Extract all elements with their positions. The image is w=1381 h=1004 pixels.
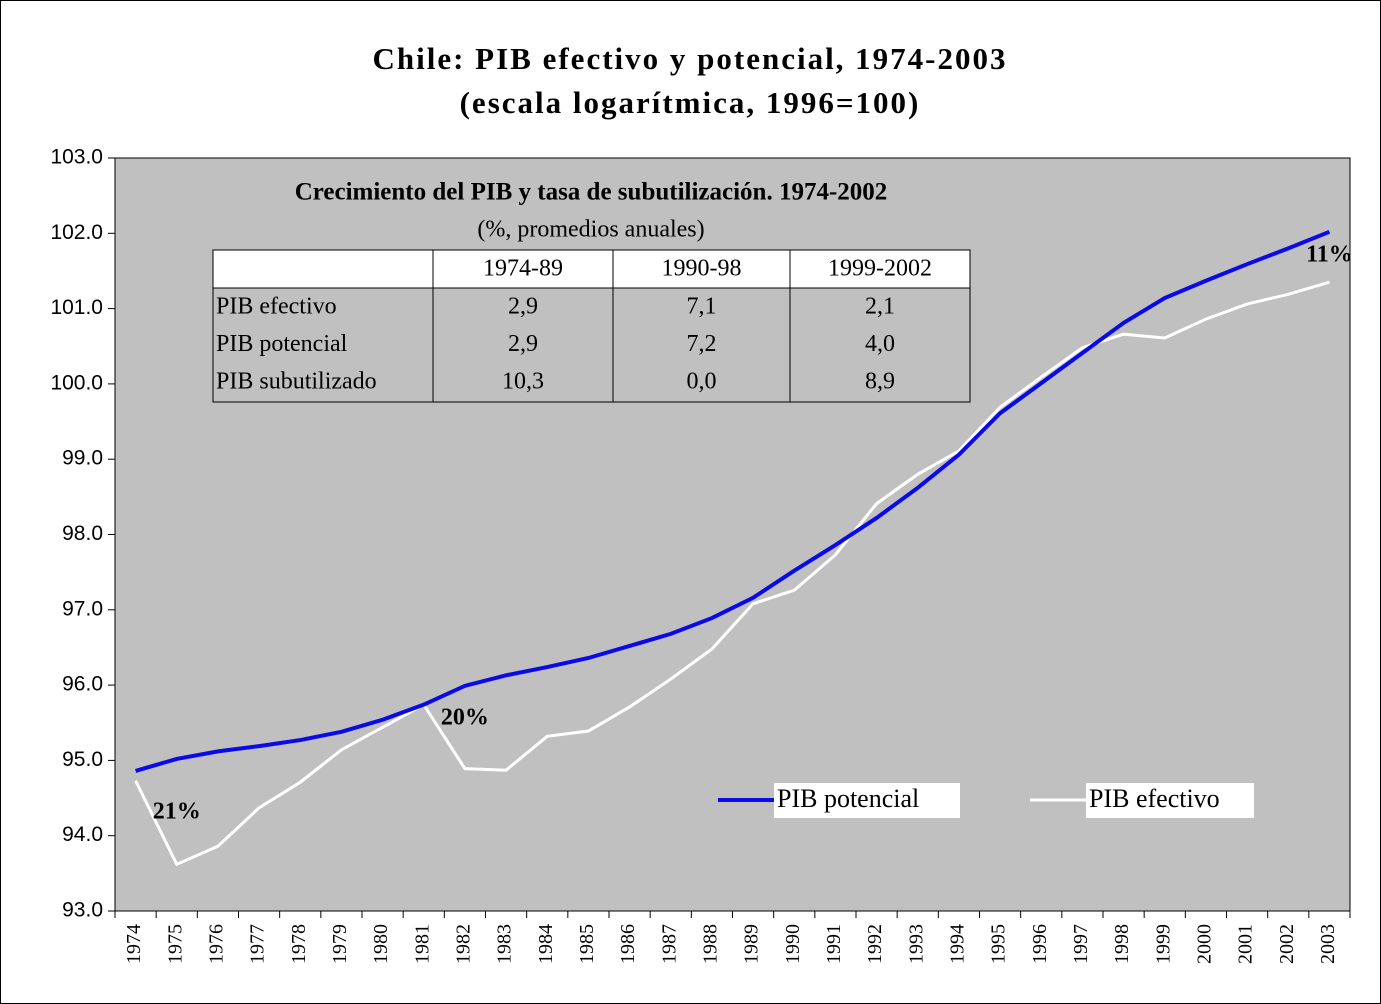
x-tick-label: 1982 <box>453 924 475 964</box>
table-cell: 7,2 <box>687 331 717 357</box>
table-header <box>212 249 971 289</box>
x-tick-label: 1986 <box>617 924 639 964</box>
y-tick-label: 101.0 <box>50 296 103 319</box>
y-tick-label: 96.0 <box>62 673 103 696</box>
chart-title: Chile: PIB efectivo y potencial, 1974-20… <box>372 41 1007 76</box>
annotation: 11% <box>1306 241 1353 267</box>
table-row-label: PIB subutilizado <box>216 369 377 395</box>
x-tick-label: 1996 <box>1029 924 1051 964</box>
y-tick-label: 95.0 <box>62 748 103 771</box>
x-tick-label: 1983 <box>494 924 516 964</box>
series-line <box>134 280 1330 867</box>
y-tick-label: 97.0 <box>62 597 103 620</box>
x-tick-label: 1985 <box>576 924 598 964</box>
table-subtitle: (%, promedios anuales) <box>477 217 704 243</box>
x-tick-label: 1991 <box>823 924 845 964</box>
x-tick-label: 1987 <box>658 924 680 964</box>
chart-subtitle: (escala logarítmica, 1996=100) <box>460 85 921 120</box>
x-tick-label: 1989 <box>741 924 763 964</box>
y-tick-label: 93.0 <box>62 899 103 922</box>
x-tick-label: 1980 <box>370 924 392 964</box>
x-tick-label: 1974 <box>123 924 145 964</box>
y-tick-label: 102.0 <box>50 221 103 244</box>
series-line <box>135 229 1331 773</box>
x-tick-label: 1990 <box>782 924 804 964</box>
table-cell: 2,9 <box>508 331 538 357</box>
x-tick-label: 1976 <box>206 924 228 964</box>
x-tick-label: 1992 <box>864 924 886 964</box>
x-tick-label: 1999 <box>1152 924 1174 964</box>
x-tick-label: 1995 <box>988 924 1010 964</box>
table-col-header: 1974-89 <box>483 256 563 282</box>
table-cell: 0,0 <box>687 369 717 395</box>
table-col-header: 1990-98 <box>662 256 742 282</box>
table-body <box>212 287 971 403</box>
x-tick-label: 1988 <box>700 924 722 964</box>
table-title: Crecimiento del PIB y tasa de subutiliza… <box>295 179 888 206</box>
x-tick-label: 1993 <box>905 924 927 964</box>
y-tick-label: 103.0 <box>50 146 103 169</box>
annotation: 20% <box>441 704 489 730</box>
legend-label-bg <box>1086 783 1254 818</box>
y-tick-label: 100.0 <box>50 371 103 394</box>
y-tick-label: 99.0 <box>62 447 103 470</box>
x-tick-label: 1994 <box>947 924 969 964</box>
table-cell: 7,1 <box>687 294 717 320</box>
y-tick-label: 98.0 <box>62 522 103 545</box>
x-tick-label: 2001 <box>1235 924 1257 964</box>
table-row-label: PIB efectivo <box>216 294 337 320</box>
x-tick-label: 1977 <box>247 924 269 964</box>
x-tick-label: 1998 <box>1111 924 1133 964</box>
x-tick-label: 2002 <box>1276 924 1298 964</box>
x-tick-label: 1997 <box>1070 924 1092 964</box>
table-col-header: 1999-2002 <box>828 256 932 282</box>
x-tick-label: 1975 <box>164 924 186 964</box>
legend-label-bg <box>774 783 960 818</box>
x-tick-label: 2000 <box>1194 924 1216 964</box>
x-tick-label: 1978 <box>288 924 310 964</box>
x-tick-label: 2003 <box>1317 924 1339 964</box>
table-cell: 8,9 <box>865 369 895 395</box>
table-cell: 10,3 <box>502 369 544 395</box>
table-row-label: PIB potencial <box>216 331 348 357</box>
x-tick-label: 1984 <box>535 924 557 964</box>
x-tick-label: 1981 <box>411 924 433 964</box>
table-cell: 4,0 <box>865 331 895 357</box>
x-tick-label: 1979 <box>329 924 351 964</box>
legend-label: PIB potencial <box>777 784 919 813</box>
table-cell: 2,1 <box>865 294 895 320</box>
table-cell: 2,9 <box>508 294 538 320</box>
legend-label: PIB efectivo <box>1089 784 1220 813</box>
annotation: 21% <box>153 799 201 825</box>
y-tick-label: 94.0 <box>62 823 103 846</box>
